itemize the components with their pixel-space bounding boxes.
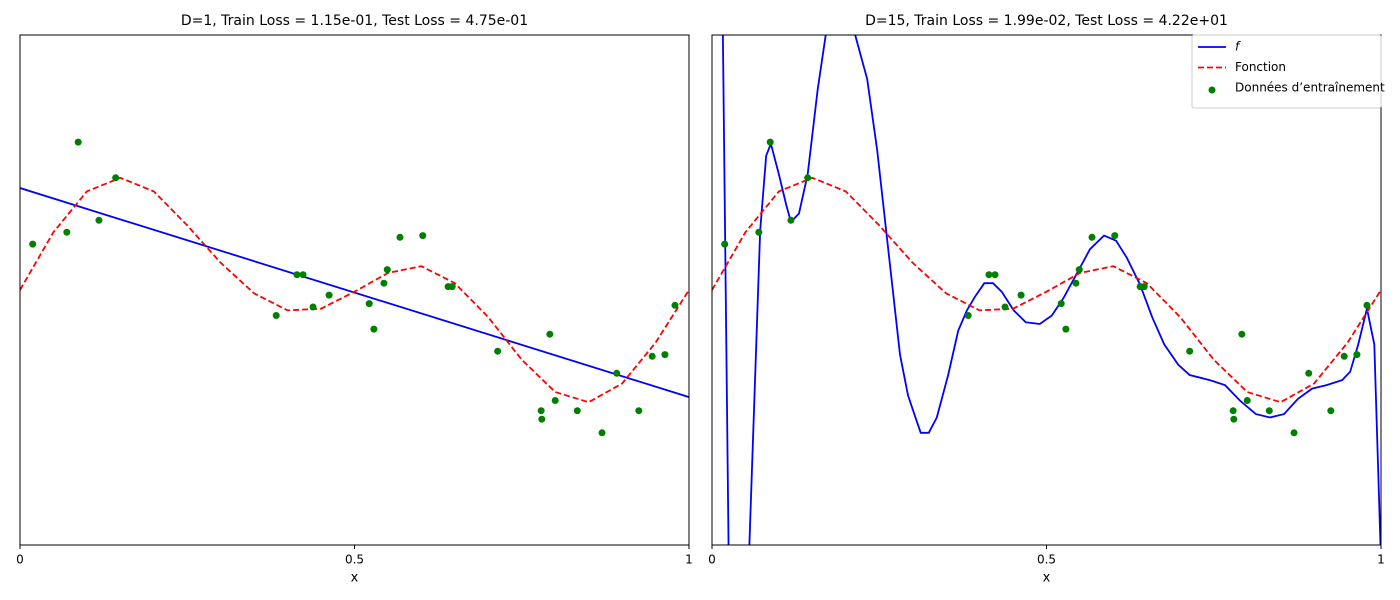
data-point [74,138,82,146]
data-point [1111,232,1119,240]
data-point [1290,429,1298,437]
data-point [95,216,103,224]
x-axis-label: x [1043,571,1051,586]
data-point [1243,397,1251,404]
data-point [613,369,621,377]
chart-title: D=15, Train Loss = 1.99e-02, Test Loss =… [865,13,1228,29]
data-point [272,312,280,319]
data-point [1353,351,1361,359]
data-point [1186,347,1194,355]
legend-label: f [1235,40,1241,54]
x-axis-label: x [351,571,359,586]
data-point [598,429,606,437]
data-point [1229,407,1237,415]
data-point [299,271,307,279]
data-point [1017,291,1025,299]
legend-label: Données d’entraînement [1235,81,1385,95]
data-point [1363,301,1371,309]
subplot: D=15, Train Loss = 1.99e-02, Test Loss =… [708,13,1385,586]
data-point [448,283,456,291]
data-point [804,174,812,182]
dashed-line [20,176,689,404]
data-point [1062,325,1070,333]
x-tick-label: 1 [685,553,693,567]
data-point [661,351,669,359]
data-point [1340,352,1348,360]
data-point [538,415,546,423]
data-point [494,347,502,355]
data-point [1088,233,1096,241]
data-point [1327,407,1335,415]
data-point [964,312,972,319]
axes-frame [19,34,690,546]
data-point [635,407,643,415]
data-point [1075,266,1083,274]
dashed-line [712,176,1381,404]
data-point [380,279,388,287]
data-point [293,271,301,279]
data-point [1140,283,1148,291]
data-point [1305,369,1313,377]
data-point [1057,300,1065,308]
data-point [396,233,404,241]
data-point [573,407,581,415]
data-point [1265,407,1273,415]
data-point [1230,415,1238,423]
data-point [1072,279,1080,287]
plot-area [20,138,689,437]
data-point [1238,330,1246,338]
data-point [766,138,774,146]
data-point [721,240,729,248]
data-point [648,352,656,360]
data-point [537,407,545,415]
x-tick-label: 1 [1377,553,1385,567]
data-point [365,300,373,308]
legend-label: Fonction [1235,60,1286,74]
legend: f Fonction Données d’entraînement [1191,34,1385,109]
plot-area [712,35,1381,545]
data-point [29,240,37,248]
data-point [309,303,317,311]
data-point [1001,303,1009,311]
axes-frame [711,34,1382,546]
data-point [370,325,378,333]
data-point [991,271,999,279]
data-point [325,291,333,299]
data-point [63,228,71,236]
data-point [671,301,679,309]
legend-box [1191,34,1382,109]
data-point [787,216,795,224]
x-tick-label: 0 [16,553,24,567]
chart-title: D=1, Train Loss = 1.15e-01, Test Loss = … [181,13,528,29]
data-point [419,232,427,240]
subplot: D=1, Train Loss = 1.15e-01, Test Loss = … [16,13,693,586]
data-point [112,174,120,182]
x-tick-label: 0 [708,553,716,567]
data-point [551,397,559,404]
x-tick-label: 0.5 [345,553,364,567]
data-point [755,228,763,236]
data-point [383,266,391,274]
legend-marker [1208,86,1216,94]
data-point [546,330,554,338]
data-point [985,271,993,279]
x-tick-label: 0.5 [1037,553,1056,567]
